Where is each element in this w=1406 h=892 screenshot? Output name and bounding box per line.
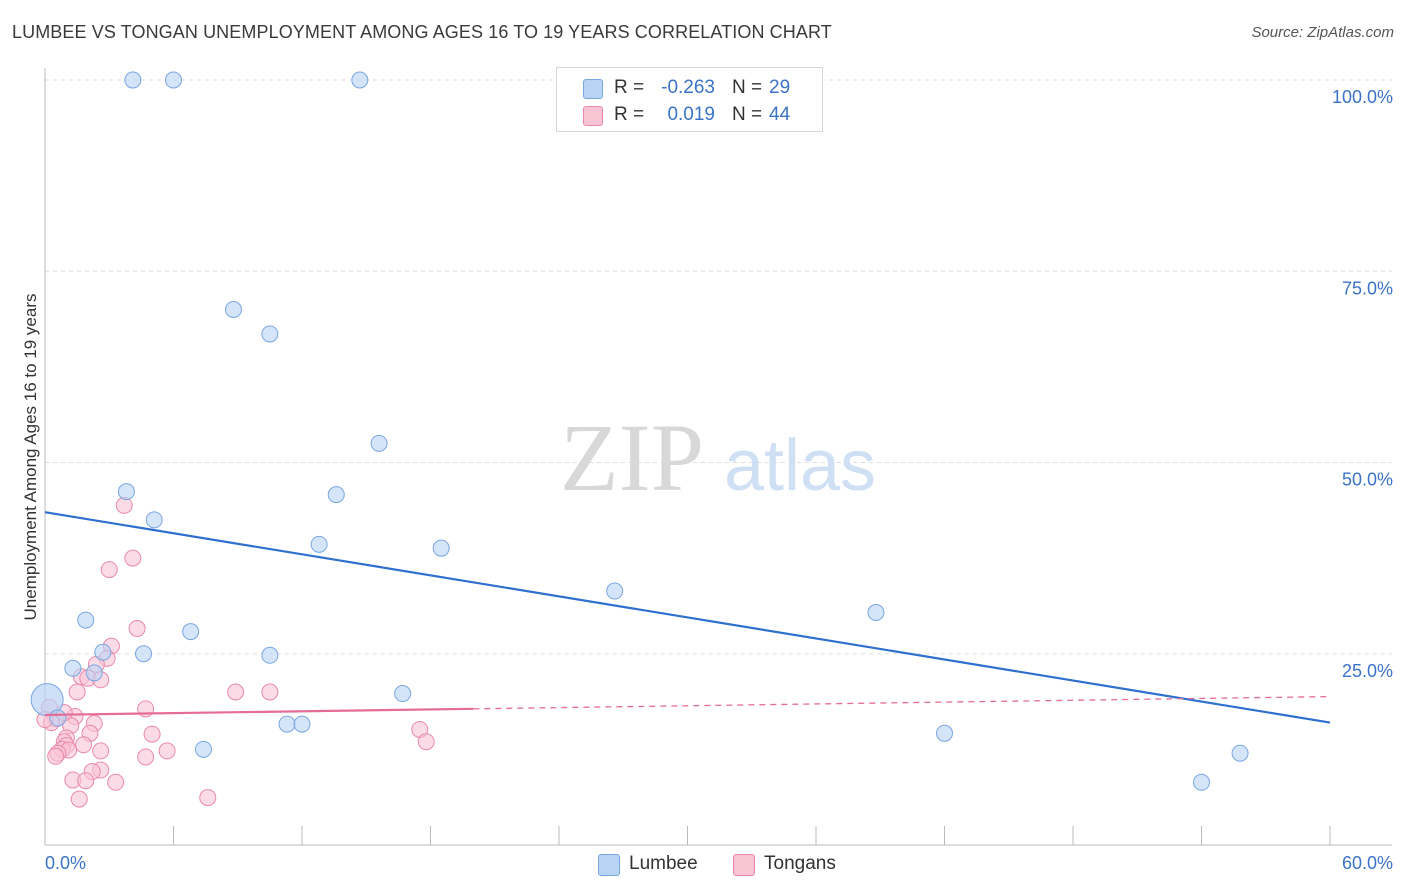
tongans-point [77, 772, 95, 790]
tongans-swatch [583, 106, 603, 126]
lumbee-swatch [583, 79, 603, 99]
tongans-legend-label: Tongans [764, 853, 836, 874]
lumbee-point [194, 740, 212, 758]
source-label: Source: ZipAtlas.com [1251, 24, 1394, 41]
legend-r-label: R = [614, 104, 645, 125]
legend-r-value: 0.019 [667, 104, 715, 125]
grid-lines [45, 79, 1392, 655]
tongans-point [124, 549, 142, 567]
y-tick-label: 50.0% [1342, 470, 1393, 490]
lumbee-point [261, 325, 279, 343]
y-tick-label: 75.0% [1342, 278, 1393, 298]
lumbee-point [77, 611, 95, 629]
watermark-zip: ZIP [560, 404, 704, 511]
lumbee-point [327, 486, 345, 504]
legend-n-label: N = [732, 104, 763, 125]
lumbee-point [351, 71, 369, 89]
tongans-point [47, 747, 65, 765]
tongans-point [100, 561, 118, 579]
lumbee-point [224, 301, 242, 318]
y-tick-label: 100.0% [1332, 87, 1393, 107]
axes [44, 68, 1392, 846]
lumbee-point [49, 709, 67, 727]
lumbee-point [117, 483, 135, 501]
lumbee-legend-swatch [598, 854, 620, 876]
correlation-legend: R = -0.263 N = 29 R = 0.019 N = 44 [556, 67, 823, 132]
legend-n-value: 29 [769, 77, 791, 98]
watermark: ZIP atlas [560, 404, 876, 511]
lumbee-point [85, 664, 103, 682]
lumbee-point [135, 645, 153, 663]
tongans-point [261, 683, 279, 701]
lumbee-point [64, 659, 82, 677]
y-axis-label: Unemployment Among Ages 16 to 19 years [21, 294, 40, 621]
legend-n-label: N = [732, 77, 763, 98]
tongans-point [143, 725, 161, 743]
series-legend: Lumbee Tongans [0, 852, 1406, 880]
lumbee-point [310, 535, 328, 553]
lumbee-point [165, 71, 182, 89]
watermark-atlas: atlas [724, 426, 876, 506]
lumbee-point [606, 582, 624, 600]
lumbee-point [278, 715, 296, 733]
lumbee-trend-line [44, 511, 1331, 724]
tongans-point [137, 748, 155, 766]
tongans-trend-extension [473, 695, 1331, 710]
lumbee-point [432, 539, 450, 557]
lumbee-legend-label: Lumbee [629, 853, 698, 874]
legend-n-value: 44 [769, 104, 791, 125]
legend-r-value: -0.263 [661, 77, 715, 98]
tongans-point [417, 733, 435, 751]
lumbee-point [867, 603, 885, 621]
tongans-point [128, 620, 146, 638]
lumbee-point [145, 511, 163, 529]
lumbee-point [182, 623, 200, 641]
lumbee-point [1193, 773, 1210, 791]
tongans-point [75, 736, 93, 754]
legend-row-lumbee: R = -0.263 N = 29 [557, 74, 822, 102]
legend-row-tongans: R = 0.019 N = 44 [557, 101, 822, 129]
tongans-point [158, 742, 176, 760]
lumbee-point [293, 715, 311, 733]
legend-r-label: R = [614, 77, 645, 98]
tongans-trend-line [44, 707, 474, 717]
lumbee-point [1231, 744, 1249, 762]
tongans-point [92, 742, 110, 760]
tongans-point [199, 789, 217, 807]
x-tick-label-min: 0.0% [45, 853, 86, 873]
lumbee-points [30, 71, 1249, 791]
lumbee-point [124, 71, 142, 89]
lumbee-point [394, 685, 412, 703]
lumbee-point [936, 724, 953, 742]
chart-title: LUMBEE VS TONGAN UNEMPLOYMENT AMONG AGES… [12, 22, 832, 42]
tongans-point [70, 790, 88, 808]
trend-lines [44, 511, 1331, 724]
lumbee-point [261, 646, 279, 664]
y-tick-label: 25.0% [1342, 661, 1393, 681]
tongans-point [227, 683, 245, 701]
tick-labels: 25.0% 50.0% 75.0% 100.0% 0.0% 60.0% [45, 87, 1393, 873]
tongans-point [68, 683, 86, 701]
tongans-legend-swatch [733, 854, 755, 876]
lumbee-point [94, 643, 112, 661]
lumbee-point [370, 434, 388, 452]
tongans-point [107, 773, 125, 791]
x-tick-label-max: 60.0% [1342, 853, 1393, 873]
